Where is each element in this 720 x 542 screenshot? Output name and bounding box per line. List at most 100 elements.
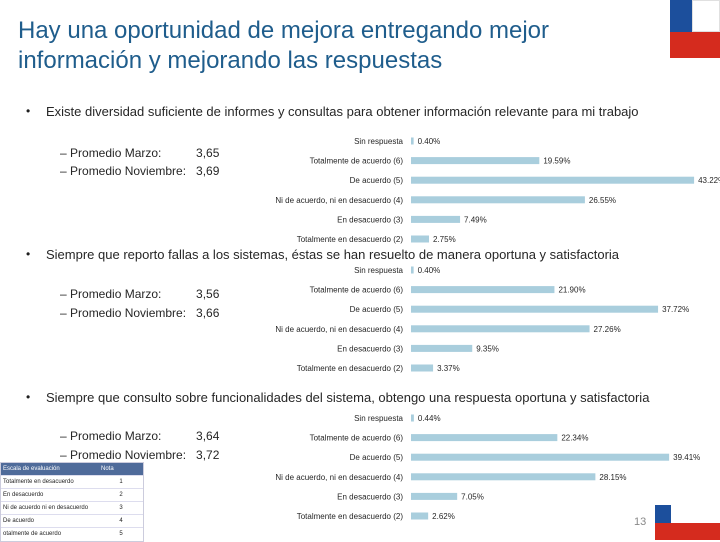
avg-value: 3,69 (196, 164, 220, 178)
flag-logo (670, 0, 720, 58)
bar (411, 512, 429, 520)
footer-flag-white (671, 505, 720, 523)
bullet-icon: • (26, 104, 31, 118)
scale-table: Escala de evaluación Nota Totalmente en … (0, 462, 144, 542)
data-label: 7.05% (461, 492, 484, 501)
data-label: 22.34% (561, 434, 588, 443)
category-label: Totalmente de acuerdo (6) (310, 157, 404, 166)
bar (411, 196, 585, 204)
flag-white-block (692, 0, 720, 32)
section-1-avg-march: – Promedio Marzo: 3,65 (60, 146, 220, 160)
bar (411, 266, 414, 274)
avg-label: Promedio Noviembre: (70, 448, 187, 462)
category-label: Ni de acuerdo, ni en desacuerdo (4) (275, 473, 403, 482)
avg-label: Promedio Noviembre: (70, 164, 187, 178)
avg-label: Promedio Marzo: (70, 146, 162, 160)
category-label: De acuerdo (5) (350, 305, 404, 314)
avg-value: 3,65 (196, 146, 220, 160)
scale-row-grade: 4 (99, 514, 143, 528)
category-label: De acuerdo (5) (350, 176, 404, 185)
scale-row-grade: 1 (99, 475, 143, 489)
data-label: 2.75% (433, 235, 456, 244)
bar (411, 215, 461, 223)
footer-flag-blue (655, 505, 671, 523)
bar (411, 325, 590, 333)
bar (411, 286, 555, 294)
data-label: 2.62% (432, 512, 455, 521)
bar (411, 473, 596, 481)
data-label: 43.22% (698, 176, 720, 185)
data-label: 37.72% (662, 305, 689, 314)
category-label: Totalmente de acuerdo (6) (310, 286, 404, 295)
data-label: 21.90% (558, 286, 585, 295)
data-label: 7.49% (464, 215, 487, 224)
avg-value: 3,56 (196, 287, 220, 301)
bar (411, 414, 414, 422)
footer-flag-red (655, 523, 720, 540)
bar (411, 453, 670, 461)
bar (411, 492, 458, 500)
bar (411, 434, 558, 442)
category-label: En desacuerdo (3) (337, 344, 403, 353)
bar (411, 176, 695, 184)
footer-flag-logo (655, 505, 720, 540)
avg-value: 3,72 (196, 448, 220, 462)
section-3-avg-nov: – Promedio Noviembre: 3,72 (60, 448, 220, 462)
section-3-text: Siempre que consulto sobre funcionalidad… (46, 390, 650, 405)
category-label: En desacuerdo (3) (337, 492, 403, 501)
data-label: 0.40% (418, 266, 441, 275)
data-label: 28.15% (599, 473, 626, 482)
avg-value: 3,66 (196, 306, 220, 320)
bar (411, 364, 434, 372)
scale-row-label: De acuerdo (1, 514, 99, 528)
bar (411, 344, 473, 352)
category-label: Totalmente en desacuerdo (2) (297, 364, 404, 373)
data-label: 0.40% (418, 137, 441, 146)
data-label: 27.26% (594, 325, 621, 334)
bar (411, 157, 540, 165)
scale-row-label: En desacuerdo (1, 488, 99, 502)
section-2-avg-march: – Promedio Marzo: 3,56 (60, 287, 220, 301)
avg-label: Promedio Marzo: (70, 429, 162, 443)
section-1-avg-nov: – Promedio Noviembre: 3,69 (60, 164, 220, 178)
avg-label: Promedio Marzo: (70, 287, 162, 301)
avg-label: Promedio Noviembre: (70, 306, 187, 320)
category-label: Sin respuesta (354, 266, 403, 275)
category-label: De acuerdo (5) (350, 453, 404, 462)
section-1-text: Existe diversidad suficiente de informes… (46, 104, 639, 119)
scale-row-label: otalmente de acuerdo (1, 527, 99, 540)
flag-blue-block (670, 0, 692, 32)
data-label: 26.55% (589, 196, 616, 205)
category-label: Totalmente de acuerdo (6) (310, 434, 404, 443)
category-label: Sin respuesta (354, 414, 403, 423)
bar (411, 235, 430, 243)
data-label: 3.37% (437, 364, 460, 373)
section-3-avg-march: – Promedio Marzo: 3,64 (60, 429, 220, 443)
scale-header-scale: Escala de evaluación (1, 463, 99, 476)
avg-value: 3,64 (196, 429, 220, 443)
scale-row-grade: 3 (99, 501, 143, 515)
scale-row-grade: 2 (99, 488, 143, 502)
category-label: Totalmente en desacuerdo (2) (297, 235, 404, 244)
category-label: Sin respuesta (354, 137, 403, 146)
scale-row-grade: 5 (99, 527, 143, 540)
category-label: Ni de acuerdo, ni en desacuerdo (4) (275, 196, 403, 205)
data-label: 19.59% (543, 157, 570, 166)
category-label: En desacuerdo (3) (337, 215, 403, 224)
scale-row-label: Ni de acuerdo ni en desacuerdo (1, 501, 99, 515)
bar (411, 305, 659, 313)
bullet-icon: • (26, 247, 31, 261)
section-2-text: Siempre que reporto fallas a los sistema… (46, 247, 620, 262)
data-label: 0.44% (418, 414, 441, 423)
page-number: 13 (634, 516, 647, 528)
category-label: Totalmente en desacuerdo (2) (297, 512, 404, 521)
scale-header-grade: Nota (99, 463, 143, 476)
bullet-icon: • (26, 390, 31, 404)
bar (411, 137, 414, 145)
data-label: 39.41% (673, 453, 700, 462)
flag-red-block (670, 32, 720, 58)
section-2-avg-nov: – Promedio Noviembre: 3,66 (60, 306, 220, 320)
data-label: 9.35% (476, 344, 499, 353)
category-label: Ni de acuerdo, ni en desacuerdo (4) (275, 325, 403, 334)
page-title: Hay una oportunidad de mejora entregando… (18, 17, 550, 74)
